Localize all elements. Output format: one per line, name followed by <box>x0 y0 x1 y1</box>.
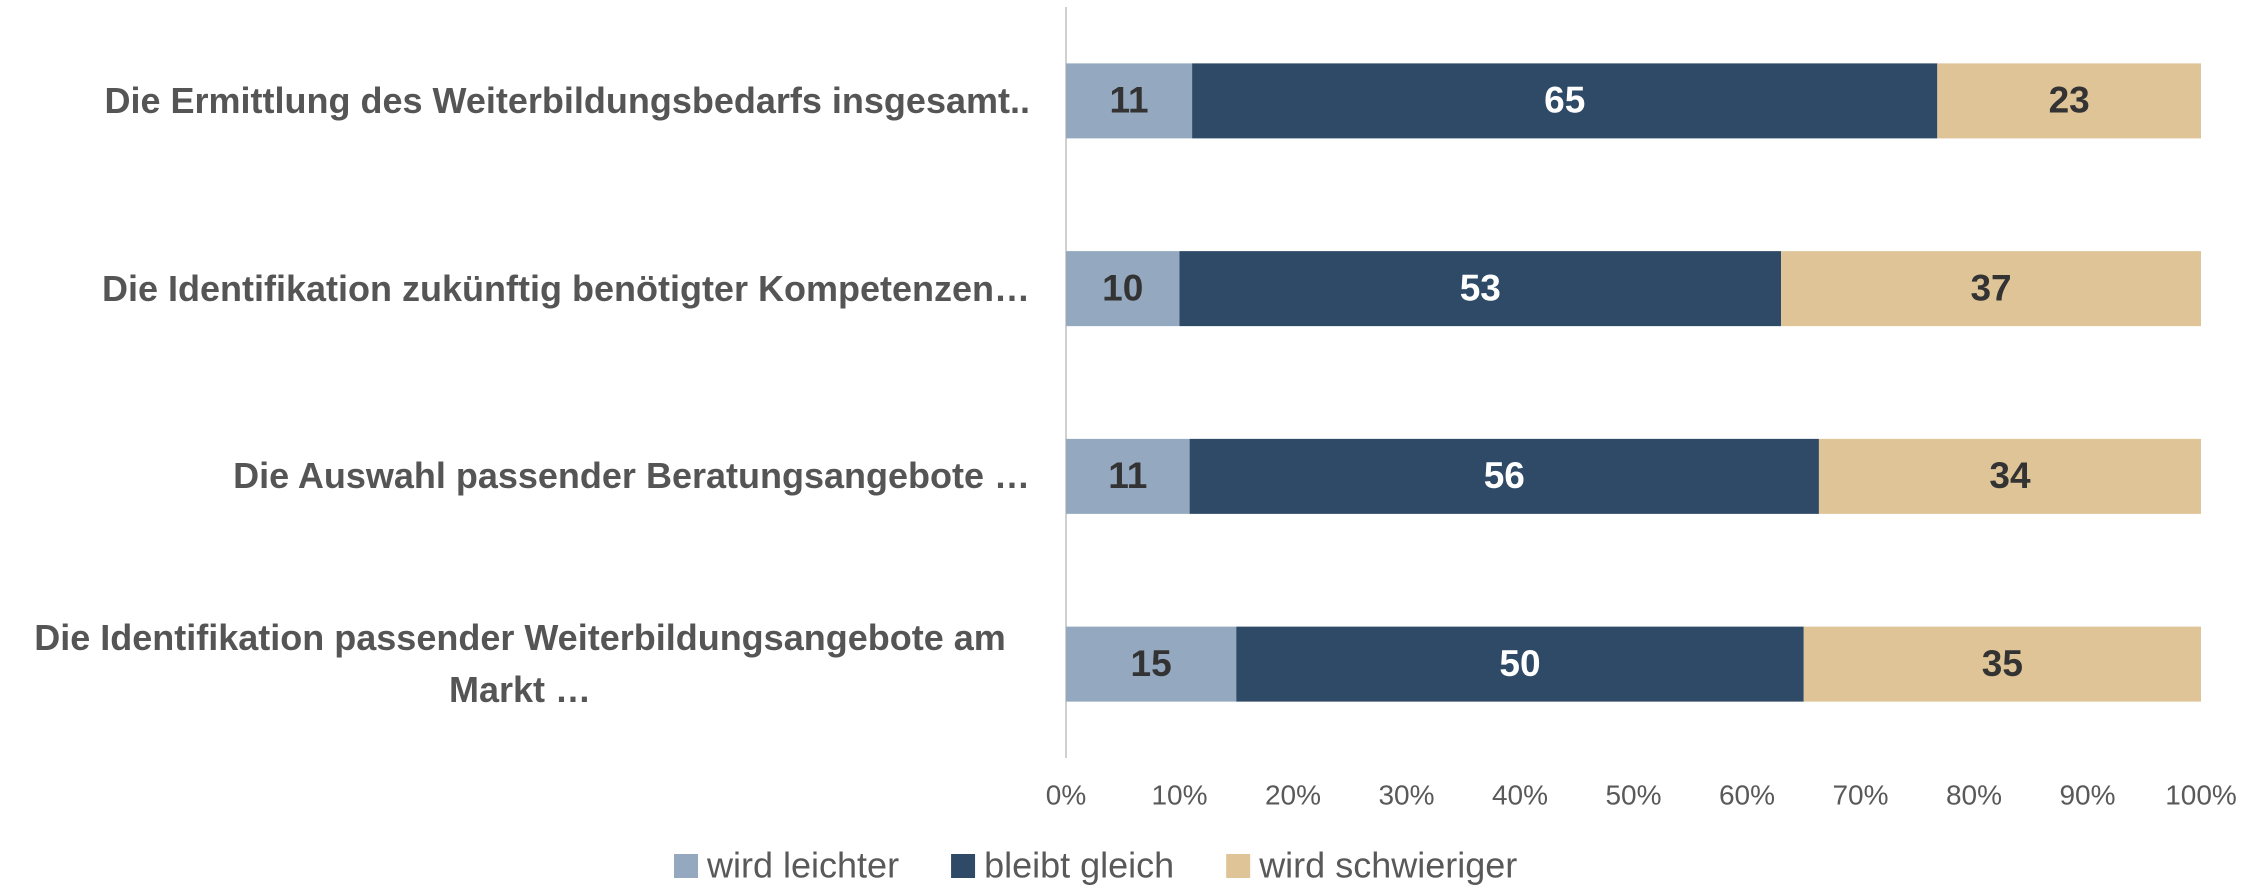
category-label-box: Die Identifikation zukünftig benötigter … <box>10 229 1030 349</box>
x-tick-label: 10% <box>1151 779 1207 810</box>
bar-segment <box>1781 251 2201 327</box>
data-label: 56 <box>1484 455 1525 496</box>
data-label: 23 <box>2049 80 2090 121</box>
x-tick-label: 30% <box>1378 779 1434 810</box>
data-label: 10 <box>1102 267 1143 308</box>
data-label: 65 <box>1544 80 1585 121</box>
legend-label: wird leichter <box>706 845 899 886</box>
bar-segment <box>1066 626 1237 702</box>
x-tick-label: 70% <box>1832 779 1888 810</box>
x-tick-label: 40% <box>1492 779 1548 810</box>
bar-segment <box>1937 63 2201 139</box>
bar-segment <box>1236 626 1804 702</box>
data-label: 34 <box>1989 455 2031 496</box>
legend-label: wird schwieriger <box>1258 845 1517 886</box>
y-tick-label: Die Ermittlung des Weiterbildungsbedarfs… <box>104 79 1030 121</box>
x-tick-label: 80% <box>1946 779 2002 810</box>
bar-segment <box>1066 438 1190 514</box>
data-label: 37 <box>1970 267 2011 308</box>
legend-swatch <box>1226 854 1251 878</box>
x-tick-label: 100% <box>2165 779 2237 810</box>
data-label: 11 <box>1109 80 1148 121</box>
bar-segment <box>1803 626 2201 702</box>
bar-segment <box>1818 438 2201 514</box>
category-label-box: Die Auswahl passender Beratungsangebote … <box>10 416 1030 536</box>
bar-segment <box>1066 63 1193 139</box>
bar-segment <box>1179 251 1782 327</box>
data-label: 53 <box>1460 267 1501 308</box>
y-tick-label: Die Identifikation passender Weiterbildu… <box>34 617 1006 711</box>
data-label: 35 <box>1982 643 2023 684</box>
legend-label: bleibt gleich <box>984 845 1174 886</box>
y-tick-label: Die Identifikation zukünftig benötigter … <box>101 267 1030 309</box>
data-label: 11 <box>1108 455 1147 496</box>
bar-segment <box>1192 63 1938 139</box>
x-tick-label: 90% <box>2059 779 2115 810</box>
category-label-box: Die Identifikation passender Weiterbildu… <box>10 604 1030 724</box>
x-tick-label: 60% <box>1719 779 1775 810</box>
data-label: 15 <box>1131 643 1172 684</box>
x-tick-label: 50% <box>1605 779 1661 810</box>
category-label-box: Die Ermittlung des Weiterbildungsbedarfs… <box>10 41 1030 161</box>
bar-segment <box>1066 251 1180 327</box>
legend-swatch <box>951 854 976 878</box>
bar-segment <box>1189 438 1819 514</box>
x-tick-label: 20% <box>1265 779 1321 810</box>
legend-swatch <box>674 854 698 878</box>
y-tick-label: Die Auswahl passender Beratungsangebote … <box>233 455 1030 497</box>
data-label: 50 <box>1499 643 1540 684</box>
x-tick-label: 0% <box>1046 779 1086 810</box>
